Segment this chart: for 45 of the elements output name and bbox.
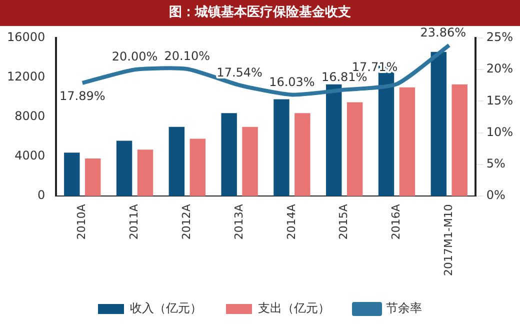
- bar: [399, 87, 416, 196]
- bar: [64, 152, 80, 196]
- bar: [274, 99, 290, 196]
- y-tick-label: 0: [38, 188, 46, 202]
- bar: [326, 84, 342, 196]
- y-tick-label: 12000: [6, 70, 46, 84]
- x-tick-label: 2011A: [128, 204, 141, 240]
- y-tick-label: 16000: [6, 30, 46, 44]
- x-tick-label: 2017M1-M10: [442, 204, 455, 276]
- bar: [346, 102, 363, 196]
- y2-tick-label: 5%: [486, 156, 506, 171]
- y2-tick-label: 20%: [486, 62, 513, 76]
- x-tick-label: 2010A: [75, 204, 88, 240]
- bar: [452, 84, 468, 196]
- data-label: 20.00%: [112, 50, 158, 64]
- legend-label: 节余率: [386, 301, 422, 316]
- bar: [242, 126, 258, 196]
- bar: [116, 140, 132, 196]
- bar: [137, 150, 154, 196]
- bar: [168, 126, 185, 196]
- bar: [430, 52, 447, 196]
- x-tick-label: 2013A: [232, 204, 246, 240]
- bar: [190, 138, 206, 196]
- y-tick-label: 8000: [14, 109, 46, 124]
- data-label: 23.86%: [420, 25, 466, 40]
- y2-tick-label: 0%: [486, 188, 506, 202]
- data-label: 20.10%: [164, 49, 210, 64]
- bar: [221, 113, 237, 196]
- x-tick-label: 2016A: [390, 204, 403, 240]
- x-tick-label: 2014A: [284, 204, 298, 240]
- y2-tick-label: 15%: [486, 93, 513, 108]
- bar: [294, 113, 310, 196]
- bar: [84, 158, 101, 196]
- data-label: 16.81%: [321, 70, 368, 84]
- y2-tick-label: 25%: [486, 30, 513, 44]
- y-tick-label: 4000: [14, 148, 46, 163]
- x-tick-label: 2015A: [337, 204, 350, 240]
- y2-tick-label: 10%: [486, 124, 513, 139]
- data-label: 17.89%: [59, 89, 106, 104]
- data-label: 16.03%: [269, 74, 315, 89]
- x-tick-label: 2012A: [180, 204, 194, 240]
- chart-title: 图：城镇基本医疗保险基金收支: [0, 0, 520, 26]
- legend-label: 收入（亿元）: [130, 301, 202, 316]
- legend-label: 支出（亿元）: [258, 301, 330, 316]
- data-label: 17.54%: [216, 65, 262, 80]
